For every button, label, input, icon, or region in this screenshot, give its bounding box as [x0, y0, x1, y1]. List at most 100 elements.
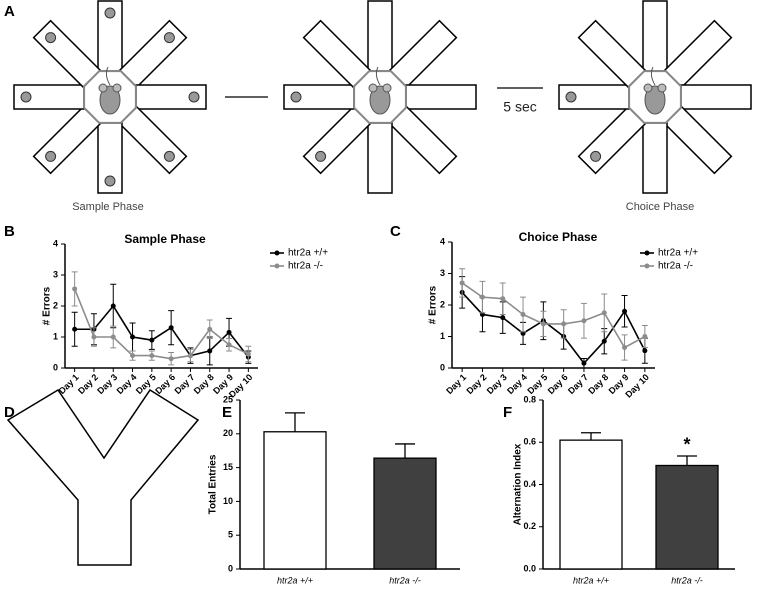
panel-letter: B [4, 223, 15, 240]
x-tick-label: Day 4 [115, 372, 139, 396]
y-tick-label: 3 [53, 269, 58, 279]
point [601, 310, 607, 316]
chart-title: Sample Phase [124, 232, 206, 246]
series-line [461, 282, 646, 349]
y-tick-label: 4 [53, 238, 58, 248]
maze-arm [118, 19, 188, 89]
x-tick-label: Day 7 [172, 372, 196, 396]
maze-arm [32, 105, 102, 175]
mouse [644, 85, 666, 115]
panel-letter: D [4, 404, 15, 421]
legend-label: htr2a -/- [288, 261, 323, 272]
x-tick-label: Day 8 [192, 372, 216, 396]
x-tick-label: Day 3 [95, 372, 119, 396]
y-tick-label: 5 [228, 530, 233, 540]
x-tick-label: Day 2 [76, 372, 100, 396]
point [207, 348, 213, 354]
maze-arm [302, 19, 372, 89]
error-bar [581, 432, 601, 441]
point [642, 348, 648, 354]
point [91, 334, 97, 340]
maze-arm [680, 84, 752, 110]
panel-letter: A [4, 3, 15, 20]
x-tick-label: htr2a -/- [389, 575, 421, 585]
panel-letter: C [390, 223, 401, 240]
x-tick-label: Day 5 [525, 372, 549, 396]
reward-dot [188, 91, 200, 103]
panel-letter: E [222, 404, 232, 421]
reward-dot [290, 91, 302, 103]
point [130, 334, 136, 340]
mouse [369, 85, 391, 115]
point [622, 308, 628, 314]
mouse [99, 85, 121, 115]
series-line [461, 291, 646, 365]
delay-label: 5 sec [503, 99, 536, 115]
x-tick-label: Day 2 [464, 372, 488, 396]
x-tick-label: Day 8 [586, 372, 610, 396]
series-line [73, 288, 249, 360]
point [500, 315, 506, 321]
error-bar [285, 412, 305, 432]
x-tick-label: Day 7 [566, 372, 590, 396]
y-tick-label: 20 [223, 428, 233, 438]
y-tick-label: 0.0 [523, 563, 536, 573]
annotation: * [683, 435, 690, 455]
point [207, 326, 213, 332]
maze-arm [577, 105, 647, 175]
mouse-tail [105, 66, 111, 86]
x-tick-label: Day 3 [485, 372, 509, 396]
maze-arm [577, 19, 647, 89]
series-line [74, 304, 249, 358]
y-tick-label: 25 [223, 394, 233, 404]
maze-arm [405, 84, 477, 110]
maze-arm [367, 122, 393, 194]
maze-arm [642, 0, 668, 72]
x-tick-label: Day 6 [546, 372, 570, 396]
reward-dot [104, 175, 116, 187]
bar [263, 431, 327, 570]
reward-dot [104, 7, 116, 19]
bar [559, 439, 623, 570]
mouse-tail [650, 66, 656, 86]
y-tick-label: 2 [53, 300, 58, 310]
maze-arm [642, 122, 668, 194]
maze-arm [663, 19, 733, 89]
reward-dot [45, 150, 57, 162]
point [479, 294, 485, 300]
y-tick-label: 0.2 [523, 521, 536, 531]
point [601, 338, 607, 344]
y-tick-label: 15 [223, 462, 233, 472]
point [187, 353, 193, 359]
x-tick-label: htr2a -/- [671, 575, 703, 585]
point [130, 353, 136, 359]
reward-dot [163, 32, 175, 44]
y-maze [6, 388, 200, 566]
y-axis-label: Total Entries [208, 454, 219, 514]
phase-label: Choice Phase [626, 201, 695, 213]
y-tick-label: 1 [440, 331, 445, 341]
y-axis-label: # Errors [42, 286, 53, 325]
mouse-ear [98, 83, 108, 93]
x-tick-label: Day 6 [153, 372, 177, 396]
legend-marker [274, 250, 280, 256]
y-tick-label: 0 [228, 563, 233, 573]
mouse-ear [643, 83, 653, 93]
x-tick-label: Day 1 [444, 372, 468, 396]
point [72, 326, 78, 332]
error-bar [395, 443, 415, 459]
reward-dot [315, 150, 327, 162]
panel-letter: F [503, 404, 512, 421]
point [149, 353, 155, 359]
point [226, 329, 232, 335]
y-tick-label: 0 [440, 362, 445, 372]
y-tick-label: 0 [53, 362, 58, 372]
x-tick-label: htr2a +/+ [573, 575, 609, 585]
y-tick-label: 0.8 [523, 394, 536, 404]
maze-arm [118, 105, 188, 175]
maze-arm [367, 0, 393, 72]
phase-label: Sample Phase [72, 201, 144, 213]
point [642, 334, 648, 339]
y-tick-label: 0.6 [523, 437, 536, 447]
